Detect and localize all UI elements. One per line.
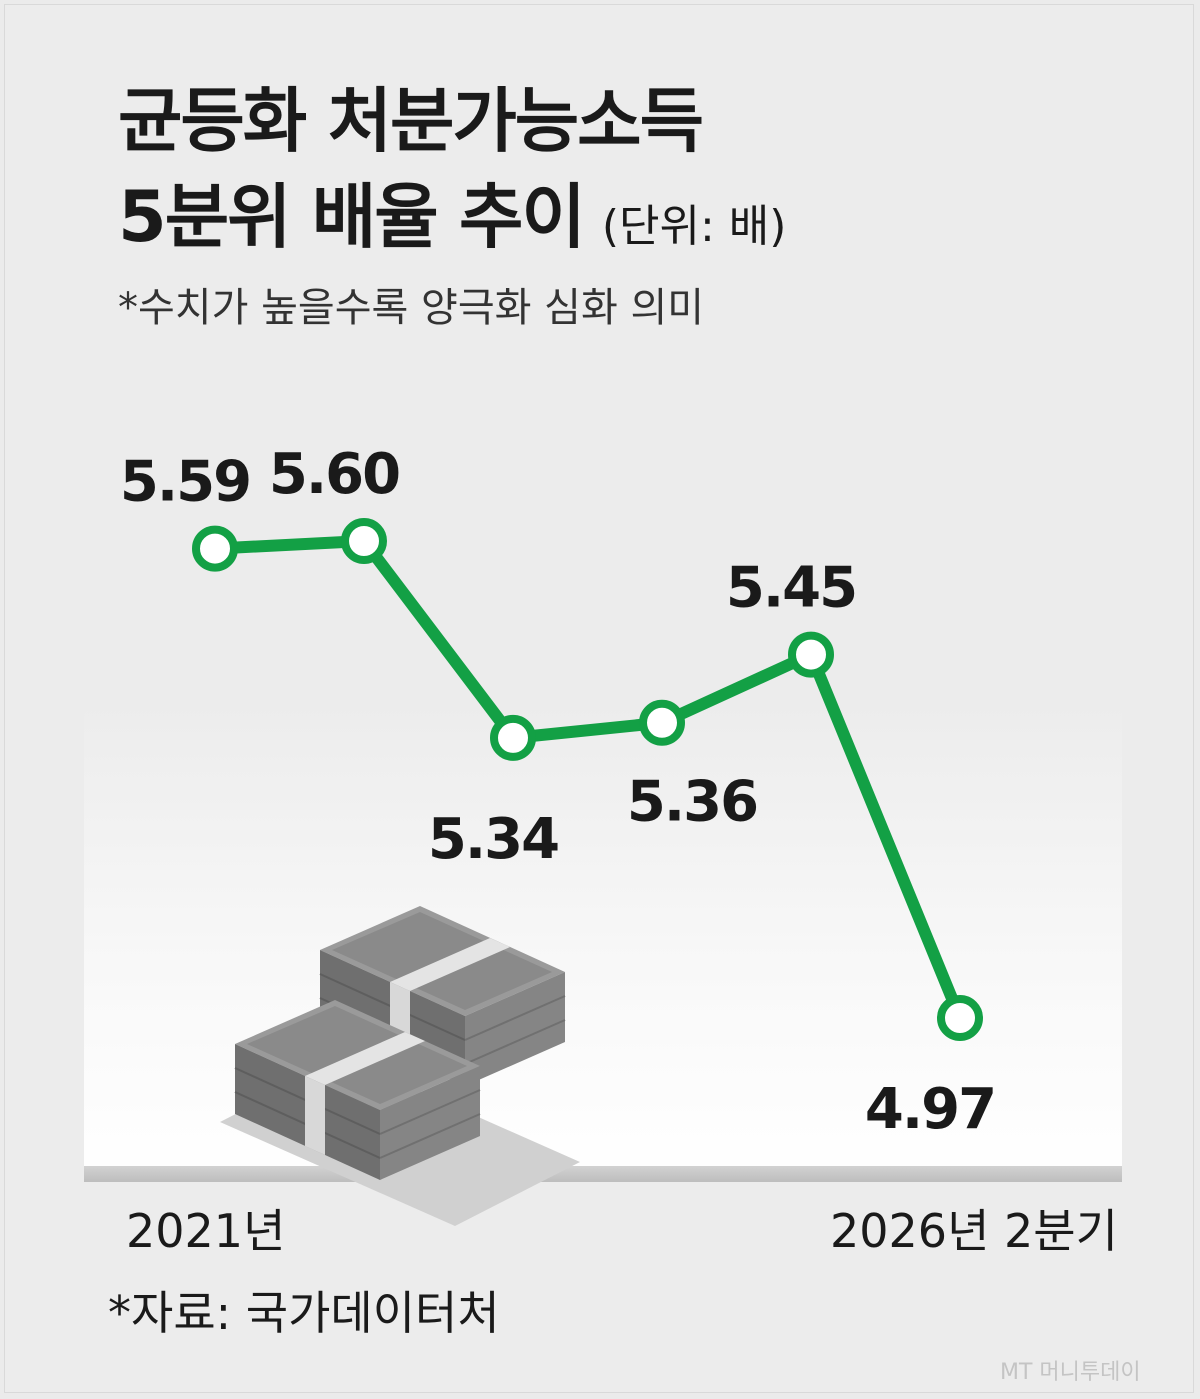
chart-note: *수치가 높을수록 양극화 심화 의미 <box>118 285 705 331</box>
data-label: 4.97 <box>865 1077 995 1142</box>
chart-title-line2-text: 5분위 배율 추이 <box>118 176 586 258</box>
data-point-marker <box>937 995 983 1041</box>
money-stacks-icon <box>220 906 580 1226</box>
data-point-marker <box>341 518 387 564</box>
data-label: 5.60 <box>269 442 399 507</box>
data-point-marker <box>788 631 834 678</box>
data-point-marker <box>490 714 536 761</box>
x-axis-end-label: 2026년 2분기 <box>830 1204 1118 1258</box>
source-note: *자료: 국가데이터처 <box>108 1286 500 1340</box>
data-point-marker <box>192 525 238 572</box>
data-label: 5.45 <box>726 556 856 621</box>
chart-title-line1: 균등화 처분가능소득 <box>118 80 704 162</box>
chart-title-line2: 5분위 배율 추이 (단위: 배) <box>118 182 786 252</box>
data-label: 5.59 <box>120 450 250 515</box>
data-point-marker <box>639 699 685 746</box>
publisher-credit: MT 머니투데이 <box>1000 1360 1141 1385</box>
x-axis-start-label: 2021년 <box>126 1204 286 1258</box>
series-layer: 5.59 5.60 5.34 5.36 5.45 4.97 <box>120 442 997 1142</box>
data-label: 5.36 <box>627 770 757 835</box>
series-line <box>209 535 966 1024</box>
data-label: 5.34 <box>428 807 558 872</box>
unit-label: (단위: 배) <box>601 201 787 252</box>
